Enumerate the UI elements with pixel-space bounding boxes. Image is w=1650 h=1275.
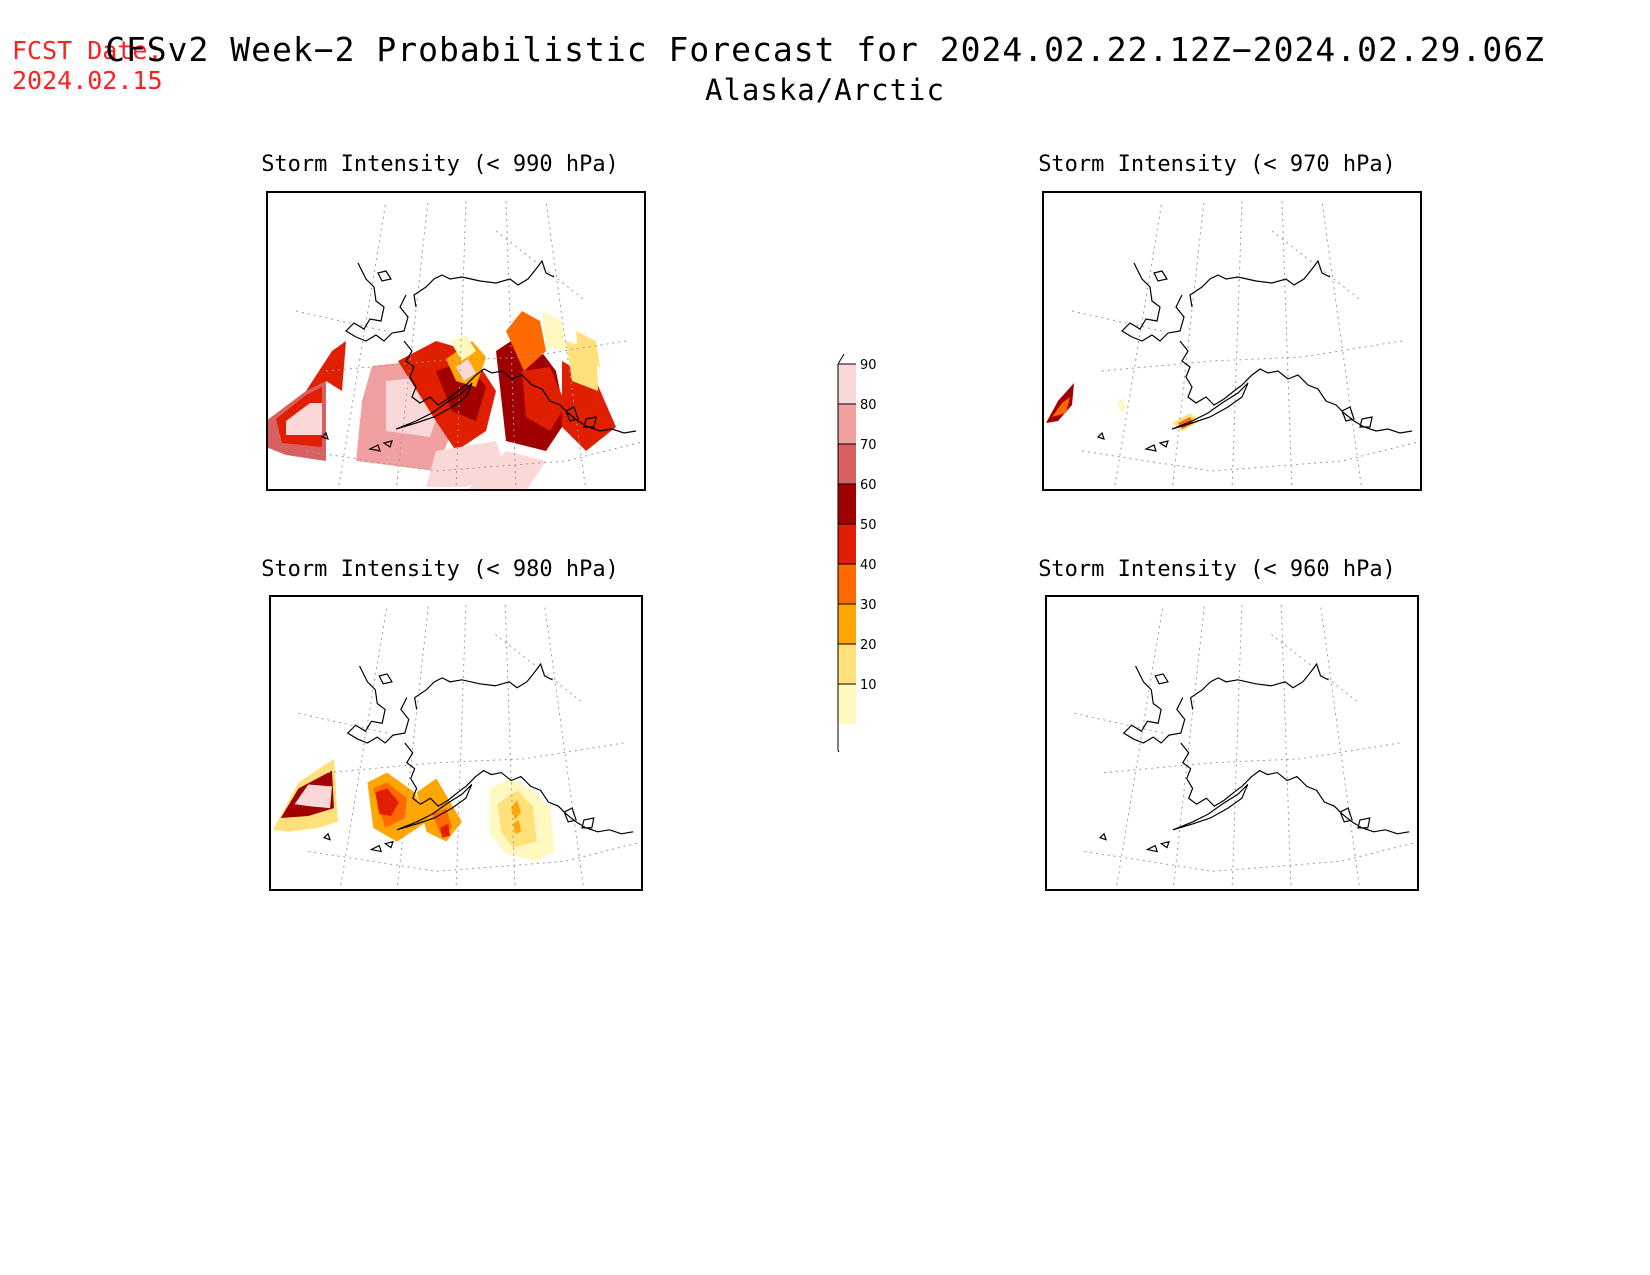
colorbar-segment [838,684,856,724]
colorbar-segment [838,444,856,484]
probability-area [286,403,322,435]
probability-area [562,361,616,451]
map-content [1074,604,1419,891]
coastline [320,259,637,452]
colorbar-segment [838,644,856,684]
graticule-lines [298,604,643,891]
probability-area [306,341,346,391]
probability-area [542,311,566,351]
probability-area [456,359,476,381]
panel-title-980: Storm Intensity (< 980 hPa) [261,557,619,582]
map-content [272,604,643,891]
probability-area [497,790,537,848]
map-frame [1045,595,1419,891]
probability-colorbar: 10 20 30 40 50 60 70 80 90 [837,353,877,752]
probability-area [506,311,546,371]
fcst-date-label: FCST Date: 2024.02.15 [12,36,163,96]
colorbar-tick-label: 30 [860,598,877,613]
colorbar-tick-label: 40 [860,558,877,573]
colorbar-bottom-tip [837,724,840,752]
colorbar-tick-label: 90 [860,358,877,373]
colorbar-segment [838,524,856,564]
probability-area [1052,397,1070,417]
map-frame [1042,191,1422,491]
probability-area [450,335,476,361]
probability-area [440,823,451,838]
colorbar-segment [838,564,856,604]
map-panel-990 [266,191,646,491]
map-panel-960 [1045,595,1419,891]
panel-title-990: Storm Intensity (< 990 hPa) [261,152,619,177]
colorbar-tick-label: 20 [860,638,877,653]
coastline [1099,662,1410,853]
fcst-date: 2024.02.15 [12,66,163,95]
map-panel-980 [269,595,643,891]
figure-title: CFSv2 Week−2 Probabilistic Forecast for … [0,30,1650,107]
colorbar-tick-label: 50 [860,518,877,533]
colorbar-segment [838,404,856,444]
colorbar-tick-label: 60 [860,478,877,493]
probability-area [416,778,462,842]
probability-area [1118,397,1126,413]
colorbar-segment [838,484,856,524]
colorbar-segment [838,364,856,404]
map-panel-970 [1042,191,1422,491]
map-content [1046,200,1422,491]
colorbar-segment [838,604,856,644]
graticule-lines [1074,604,1419,891]
region-subtitle: Alaska/Arctic [705,73,945,107]
map-frame [269,595,643,891]
colorbar-tick-label: 80 [860,398,877,413]
probability-area [466,451,546,491]
fcst-label: FCST Date: [12,36,163,65]
probability-area [522,367,566,431]
probability-area [1046,383,1074,423]
probability-area [576,331,600,367]
coastline [323,662,634,853]
panel-title-970: Storm Intensity (< 970 hPa) [1038,152,1396,177]
colorbar-tick-label: 10 [860,678,877,693]
probability-area [513,819,521,834]
coastline [1096,259,1413,452]
graticule-lines [1071,200,1422,491]
probability-area [294,784,332,809]
colorbar-top-tip [837,353,845,365]
map-content [266,200,646,491]
panel-title-960: Storm Intensity (< 960 hPa) [1038,557,1396,582]
map-frame [266,191,646,491]
colorbar-tick-label: 70 [860,438,877,453]
probability-area [511,800,521,820]
probability-area [375,788,399,817]
main-title: CFSv2 Week−2 Probabilistic Forecast for … [105,30,1545,69]
graticule-lines [295,200,646,491]
